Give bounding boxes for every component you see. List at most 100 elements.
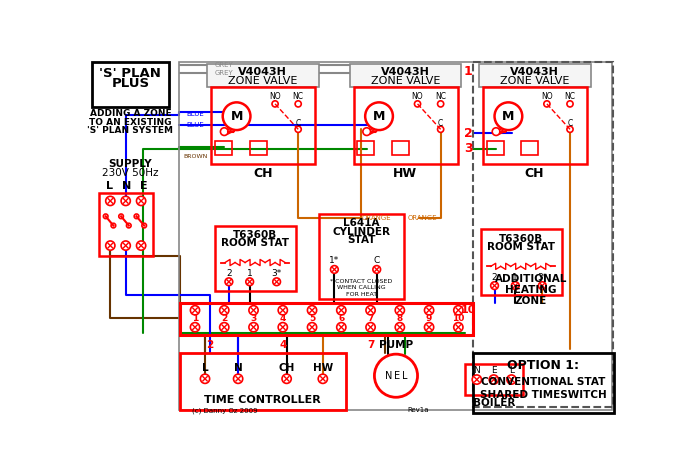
Bar (179, 62, 611, 410)
Text: T6360B: T6360B (233, 230, 277, 240)
Bar (215, 141, 232, 155)
Circle shape (454, 322, 463, 332)
Text: E: E (139, 181, 147, 190)
Circle shape (106, 241, 115, 250)
Circle shape (119, 214, 124, 219)
Text: ORANGE: ORANGE (408, 215, 437, 221)
Text: HW: HW (313, 363, 333, 373)
Circle shape (472, 375, 482, 384)
Circle shape (424, 322, 434, 332)
Circle shape (489, 375, 498, 384)
Text: ZONE: ZONE (515, 296, 547, 306)
Text: V4043H: V4043H (510, 66, 559, 77)
Text: 4: 4 (279, 314, 286, 323)
Text: CH: CH (279, 363, 295, 373)
Bar (207, 64, 319, 87)
Text: N: N (384, 371, 392, 380)
Text: 3*: 3* (537, 273, 547, 282)
Circle shape (567, 101, 573, 107)
Bar (357, 141, 375, 155)
Text: 8: 8 (397, 314, 403, 323)
Text: 230V 50Hz: 230V 50Hz (102, 168, 159, 178)
Circle shape (375, 354, 417, 397)
Text: 2: 2 (221, 314, 228, 323)
Text: NC: NC (564, 92, 575, 101)
Circle shape (492, 128, 500, 135)
Circle shape (395, 306, 404, 315)
Text: 10: 10 (461, 305, 476, 315)
Text: 9: 9 (426, 314, 432, 323)
Text: NO: NO (541, 92, 553, 101)
Text: 5: 5 (309, 314, 315, 323)
Circle shape (219, 306, 229, 315)
Circle shape (200, 374, 210, 383)
Circle shape (121, 196, 130, 205)
Circle shape (190, 306, 199, 315)
Text: NC: NC (293, 92, 304, 101)
Bar (250, 141, 266, 155)
Text: ORANGE: ORANGE (362, 215, 391, 221)
Circle shape (437, 126, 444, 132)
Text: 10: 10 (452, 314, 464, 323)
Circle shape (121, 241, 130, 250)
Text: WHEN CALLING: WHEN CALLING (337, 285, 386, 291)
Text: C: C (295, 119, 301, 128)
Circle shape (544, 101, 550, 107)
Text: 6: 6 (338, 314, 344, 323)
Text: BROWN: BROWN (184, 154, 208, 159)
Text: PUMP: PUMP (379, 340, 413, 350)
Bar (487, 141, 504, 155)
Text: T6360B: T6360B (499, 234, 543, 244)
Text: ADDING A ZONE: ADDING A ZONE (90, 110, 171, 118)
Text: BOILER: BOILER (473, 398, 515, 408)
Circle shape (295, 126, 302, 132)
Text: GREY: GREY (215, 62, 234, 68)
Bar (215, 226, 296, 291)
Text: 2: 2 (464, 127, 473, 139)
Text: N: N (234, 363, 242, 373)
Circle shape (249, 306, 258, 315)
Text: BLUE: BLUE (186, 123, 204, 128)
Bar (180, 352, 346, 410)
Text: ROOM STAT: ROOM STAT (486, 242, 555, 252)
Text: L: L (402, 371, 408, 380)
Text: 1: 1 (513, 273, 518, 282)
Text: N: N (473, 366, 480, 375)
Circle shape (538, 282, 546, 290)
Circle shape (104, 214, 108, 219)
Text: M: M (230, 110, 243, 123)
Circle shape (366, 306, 375, 315)
Text: C: C (373, 256, 380, 265)
Text: NO: NO (269, 92, 281, 101)
Text: ROOM STAT: ROOM STAT (221, 238, 289, 248)
Circle shape (373, 266, 381, 273)
Text: HW: HW (393, 167, 417, 180)
Text: C: C (567, 119, 573, 128)
Circle shape (282, 374, 291, 383)
Text: TO AN EXISTING: TO AN EXISTING (89, 118, 172, 127)
Text: M: M (373, 110, 385, 123)
Text: Rev1a: Rev1a (408, 407, 429, 413)
Bar (465, 364, 523, 395)
Bar (353, 87, 457, 164)
Bar (522, 141, 538, 155)
Circle shape (223, 102, 250, 130)
Text: E: E (491, 366, 497, 375)
Text: ZONE VALVE: ZONE VALVE (228, 76, 297, 86)
Text: 1: 1 (192, 314, 198, 323)
Text: 2: 2 (206, 340, 213, 350)
Circle shape (308, 306, 317, 315)
Text: C: C (438, 119, 443, 128)
Circle shape (273, 278, 280, 285)
Bar (473, 62, 613, 407)
Circle shape (495, 102, 522, 130)
Text: 1*: 1* (329, 256, 339, 265)
Circle shape (491, 282, 498, 290)
Text: FOR HEAT: FOR HEAT (346, 292, 377, 297)
Circle shape (308, 322, 317, 332)
Text: CYLINDER: CYLINDER (333, 227, 391, 237)
Text: 1: 1 (464, 65, 473, 78)
Circle shape (567, 126, 573, 132)
Circle shape (278, 306, 288, 315)
Text: L: L (509, 366, 514, 375)
